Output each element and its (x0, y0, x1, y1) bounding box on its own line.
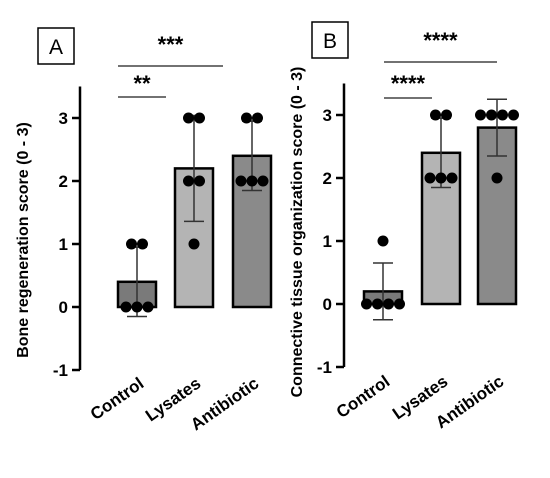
panel-a-data-point (246, 175, 258, 187)
panel-a-data-point (142, 301, 154, 313)
panel-b-data-point (497, 109, 508, 121)
panel-b-data-point (372, 298, 383, 310)
panel-a-data-point (252, 112, 263, 124)
panel-b-data-point (491, 172, 503, 184)
panel-b-data-point (361, 298, 372, 310)
panel-a-significance-label: *** (158, 32, 184, 57)
panel-b-y-tick-label: 1 (323, 232, 332, 251)
panel-b-bar-antibiotic (476, 126, 518, 306)
panel-b-data-point (377, 235, 389, 247)
panel-b-label-box (311, 21, 349, 59)
panel-a-significance-label: ** (133, 71, 151, 96)
panel-a-data-point (188, 238, 200, 250)
panel-a-data-point (235, 175, 247, 187)
panel-a-category-label: Control (87, 374, 147, 424)
panel-b-y-tick-label: 0 (323, 295, 332, 314)
panel-b-data-point (435, 172, 447, 184)
panel-a-label-box (37, 27, 75, 65)
panel-b-y-tick-label: -1 (317, 358, 332, 377)
panel-b-data-point (508, 109, 519, 121)
panel-b-data-point (383, 298, 394, 310)
panel-a-y-axis-label: Bone regeneration score (0 - 3) (15, 122, 32, 358)
panel-a-data-point (126, 238, 137, 250)
panel-a-y-tick-label: 1 (59, 235, 68, 254)
panel-b-y-tick-label: 2 (323, 169, 332, 188)
panel-a-data-point (257, 175, 269, 187)
panel-b-significance-label: **** (423, 28, 458, 53)
panel-a: A Bone regeneration score (0 - 3) (15, 27, 75, 358)
panel-b-data-point (446, 172, 458, 184)
panel-a-data-point (241, 112, 252, 124)
panel-a-data-point (120, 301, 132, 313)
panel-a-y-tick-label: 3 (59, 109, 68, 128)
panel-b-data-point (441, 109, 452, 121)
panel-b-y-tick-label: 3 (323, 106, 332, 125)
panel-a-data-point (137, 238, 148, 250)
panel-a-label: A (49, 36, 63, 59)
panel-a-y-tick-label: 0 (59, 298, 68, 317)
panel-a-y-tick-label: 2 (59, 172, 68, 191)
panel-a-data-point (183, 175, 194, 187)
panel-b-label: B (323, 30, 337, 53)
panel-a-y-tick-label: -1 (53, 361, 68, 380)
panel-b-data-point (394, 298, 405, 310)
panel-b-y-axis-label: Connective tissue organization score (0 … (289, 67, 306, 398)
panel-b-data-point (430, 109, 441, 121)
panel-b-data-point (424, 172, 436, 184)
panel-b-category-label: Control (333, 372, 393, 422)
panel-a-data-point (194, 112, 205, 124)
panel-b-significance-label: **** (391, 71, 426, 96)
panel-a-data-point (131, 301, 143, 313)
panel-b: B Connective tissue organization score (… (289, 21, 349, 398)
panel-a-data-point (194, 175, 205, 187)
plot-layer: -10123ControlLysatesAntibiotic*****-1012… (53, 28, 519, 434)
panel-a-data-point (183, 112, 194, 124)
panel-b-data-point (486, 109, 497, 121)
panel-b-data-point (475, 109, 486, 121)
